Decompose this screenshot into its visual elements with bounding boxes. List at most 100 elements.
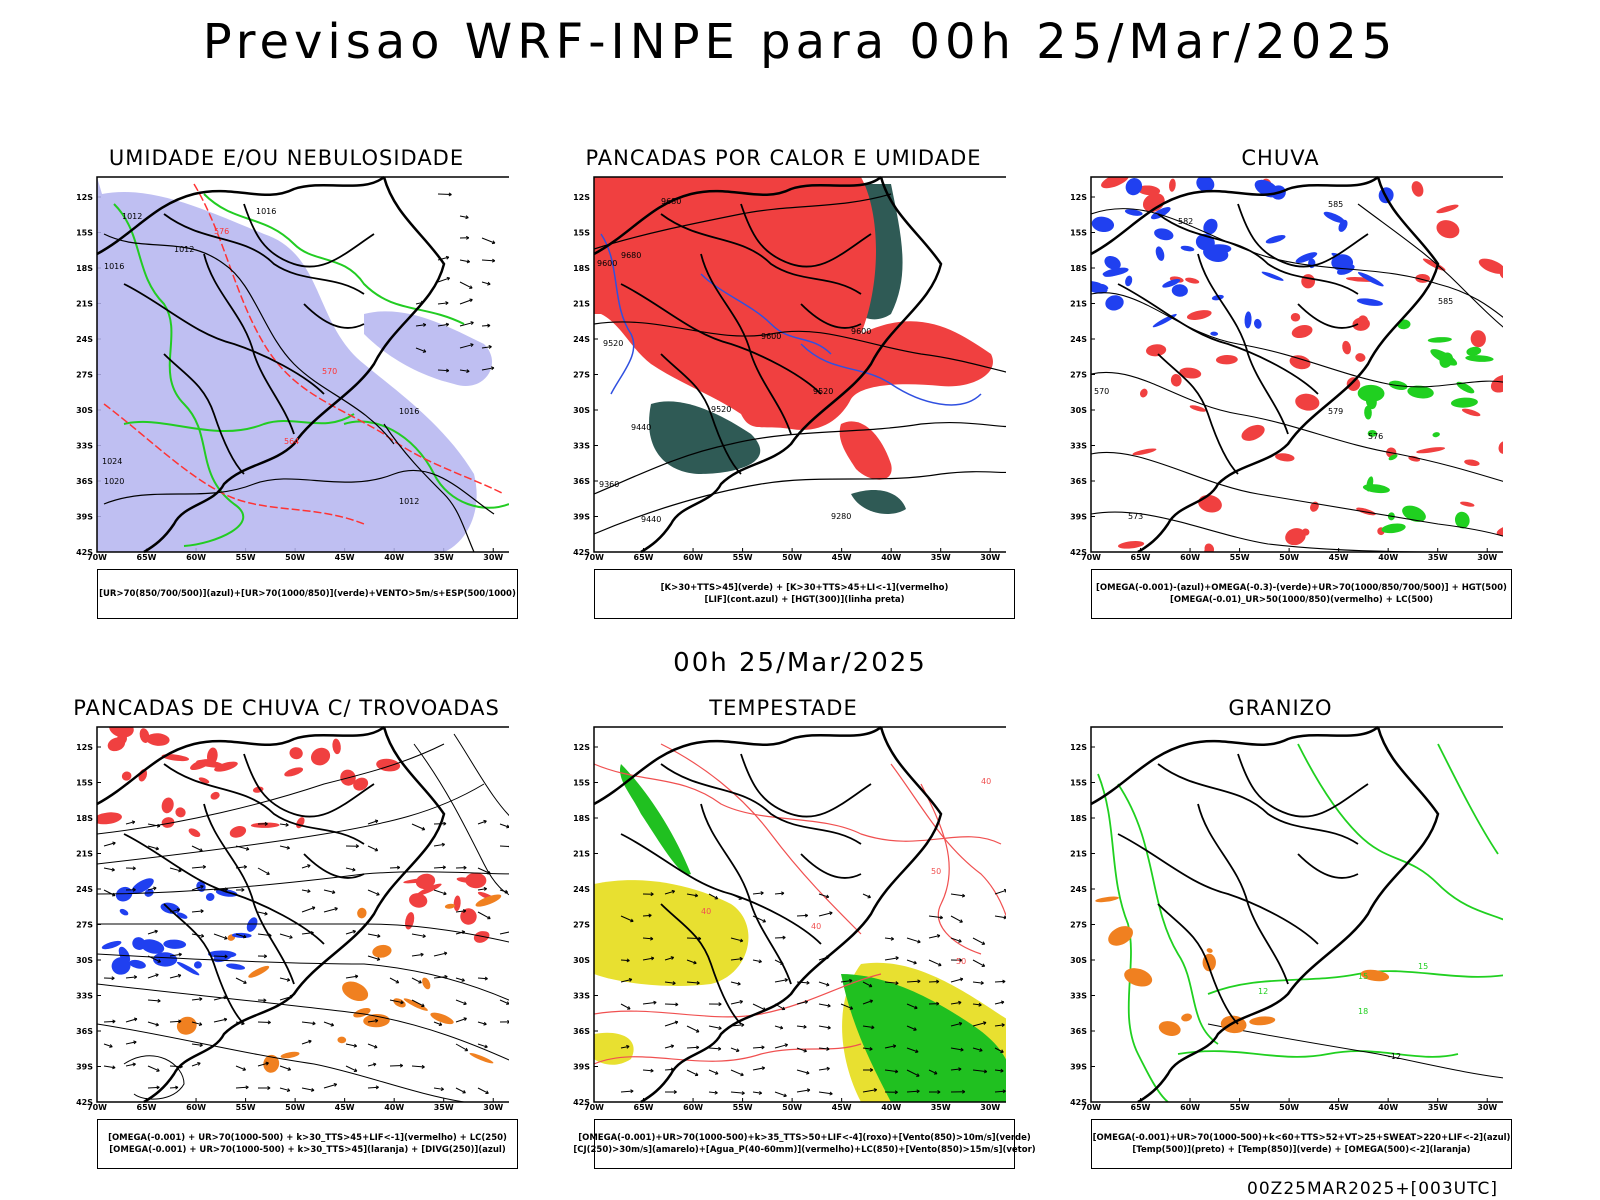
lon-tick-label: 50W: [285, 1103, 305, 1112]
legend-line: [OMEGA(-0.001) + UR>70(1000-500) + k>30_…: [108, 1133, 507, 1143]
precip-patch: [1323, 211, 1345, 224]
lon-tick-label: 55W: [1230, 1103, 1250, 1112]
wind-arrow-head: [648, 913, 652, 918]
state-border: [660, 353, 742, 475]
precip-patch: [1456, 381, 1475, 394]
wind-arrow-head: [199, 997, 203, 1002]
contour-label: 585: [1438, 297, 1453, 306]
precip-patch: [121, 771, 132, 781]
lat-tick-label: 33S: [1070, 992, 1087, 1001]
wind-arrow-head: [936, 934, 941, 938]
wind-arrow-head: [155, 973, 159, 978]
wind-arrow: [642, 914, 652, 917]
precip-patch: [1402, 505, 1426, 522]
precip-patch: [1154, 228, 1174, 241]
lat-tick-label: 39S: [1070, 1063, 1087, 1072]
wind-arrow: [730, 1024, 745, 1027]
coastline-path: [96, 176, 446, 554]
wind-arrow: [752, 915, 766, 923]
precip-patch: [1180, 245, 1195, 252]
wind-arrow-head: [111, 892, 116, 897]
wind-arrow: [950, 893, 965, 897]
wind-arrow: [433, 952, 448, 957]
wind-arrow-head: [781, 891, 785, 896]
lat-tick-label: 12S: [76, 193, 93, 202]
wind-arrow: [477, 911, 491, 920]
lon-tick-label: 40W: [1378, 1103, 1398, 1112]
wind-arrow: [367, 955, 380, 961]
contour-label: 9440: [641, 515, 661, 524]
divergence-blue-patches: [101, 878, 258, 976]
wind-vectors: [415, 192, 496, 373]
contour-label: 582: [1178, 217, 1193, 226]
lat-tick-label: 24S: [573, 885, 590, 894]
lat-tick-label: 15S: [76, 229, 93, 238]
wind-arrow-head: [289, 935, 293, 939]
wind-arrow-head: [895, 956, 899, 961]
lat-tick-label: 30S: [76, 956, 93, 965]
wind-arrow-head: [396, 865, 401, 870]
precip-patch: [353, 1007, 371, 1018]
wind-arrow-head: [488, 344, 492, 349]
wind-arrow-head: [132, 1062, 136, 1067]
state-border: [303, 853, 365, 879]
wind-arrow-head: [155, 846, 160, 851]
precip-patch: [129, 959, 146, 969]
lat-tick-label: 39S: [573, 1063, 590, 1072]
precip-patch: [1162, 278, 1181, 288]
wind-arrow-head: [245, 1085, 249, 1090]
wind-arrow: [664, 981, 676, 984]
wind-arrow: [972, 981, 984, 984]
precip-patch: [248, 965, 270, 978]
precip-patch: [280, 1051, 300, 1059]
precip-patch: [1436, 204, 1459, 214]
precip-patch: [453, 895, 461, 912]
wind-arrow: [433, 866, 446, 869]
precip-patch: [1275, 453, 1295, 462]
contour-label: 18: [1358, 1007, 1368, 1016]
wind-arrow: [455, 931, 465, 935]
wind-arrow-head: [938, 962, 942, 967]
precip-patch: [405, 912, 415, 930]
unstable-area-dark: [649, 401, 761, 474]
wind-arrow: [191, 910, 204, 913]
wind-arrow: [459, 299, 473, 305]
wind-arrow: [499, 823, 509, 828]
contour-labels: 1012 1016 1012 1016 1020 1024 1016 1012 …: [102, 207, 419, 506]
wind-arrow: [686, 893, 698, 897]
wind-arrow-head: [737, 981, 741, 986]
state-border: [1237, 203, 1369, 268]
wind-arrow: [437, 277, 450, 283]
lat-tick-label: 42S: [573, 548, 590, 557]
panel-title: UMIDADE E/OU NEBULOSIDADE: [108, 146, 465, 170]
wind-arrow: [279, 823, 289, 826]
contour-label: 1012: [174, 245, 194, 254]
wind-arrow-head: [311, 1087, 315, 1092]
precip-patch: [444, 903, 456, 909]
lat-tick-label: 24S: [573, 335, 590, 344]
precip-patch: [196, 759, 224, 768]
wind-arrow-head: [740, 1072, 744, 1077]
precip-patch: [188, 828, 201, 838]
streamline-arrows: [103, 819, 509, 1095]
lon-tick-label: 35W: [931, 553, 951, 562]
wind-arrow: [345, 930, 356, 935]
wind-arrow-head: [111, 867, 115, 872]
wind-arrow-head: [334, 907, 338, 911]
precip-patch: [1356, 298, 1383, 306]
wind-arrow-head: [422, 322, 427, 327]
lat-tick-label: 21S: [573, 300, 590, 309]
wind-arrow-head: [761, 1066, 766, 1071]
wind-arrow: [147, 973, 159, 979]
temp500-black-contour: [1207, 1023, 1503, 1079]
precip-patch: [1189, 405, 1207, 412]
lon-tick-label: 70W: [584, 553, 604, 562]
lon-tick-label: 60W: [1180, 553, 1200, 562]
precip-patch: [1179, 367, 1202, 379]
contour-label: 40: [811, 922, 821, 931]
lon-tick-label: 35W: [931, 1103, 951, 1112]
wind-arrow: [213, 996, 227, 1001]
